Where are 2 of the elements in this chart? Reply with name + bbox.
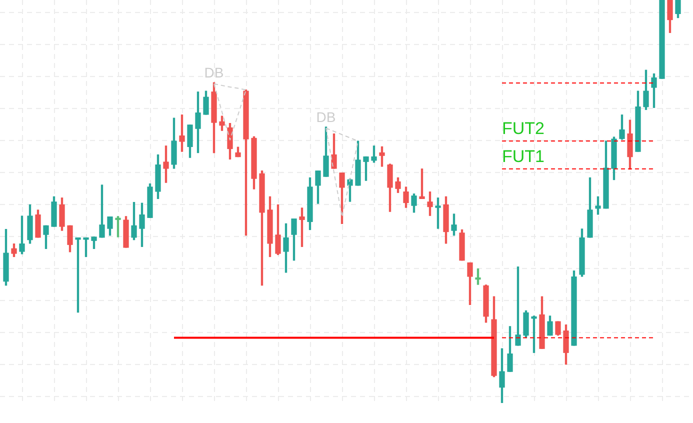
series-label: FUT1 [502,147,544,166]
series-label: FUT2 [502,119,544,138]
